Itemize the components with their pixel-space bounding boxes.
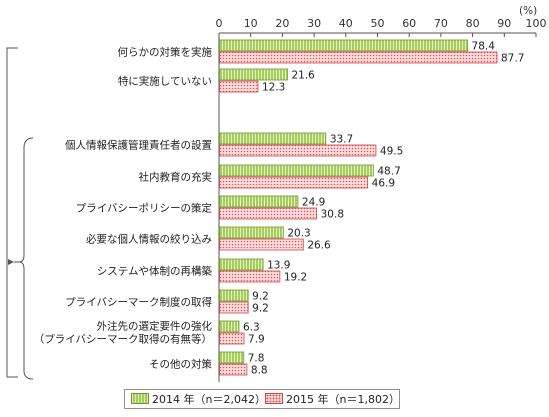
value-label: 6.3: [243, 322, 260, 334]
x-tick-label: 50: [371, 17, 385, 30]
category-label: プライバシーマーク制度の取得: [65, 296, 212, 309]
bar-2014: [219, 68, 288, 81]
x-tick-label: 90: [497, 17, 511, 30]
bar-2014: [219, 351, 245, 364]
value-label: 33.7: [330, 134, 353, 146]
value-label: 87.7: [501, 53, 524, 65]
bar-2014: [219, 195, 299, 208]
unit-label: (%): [519, 5, 537, 17]
value-label: 78.4: [472, 41, 496, 53]
value-label: 21.6: [291, 70, 315, 82]
bar-2015: [219, 332, 245, 345]
x-tick-label: 30: [307, 17, 321, 30]
category-label: 何らかの対策を実施: [118, 46, 213, 59]
value-label: 7.8: [248, 353, 265, 365]
bar-2014: [219, 226, 284, 239]
value-label: 24.9: [302, 197, 325, 209]
bar-2015: [219, 80, 259, 93]
bar-2015: [219, 51, 498, 64]
value-label: 26.6: [307, 240, 331, 252]
value-label: 9.2: [252, 291, 269, 303]
category-label: 必要な個人情報の絞り込み: [86, 233, 212, 246]
inner-brace: [18, 137, 34, 380]
legend-swatch-2015: [265, 393, 283, 404]
category-label: 特に実施していない: [118, 75, 212, 88]
bar-2014: [219, 258, 264, 271]
value-label: 46.9: [372, 178, 395, 190]
bar-2014: [219, 289, 249, 302]
category-label: 個人情報保護管理責任者の設置: [65, 139, 212, 152]
bar-2014: [219, 320, 240, 333]
bar-2014: [219, 132, 327, 145]
category-label: 外注先の選定要件の強化（プライバシーマーク取得の有無等）: [34, 320, 213, 346]
category-label-line: （プライバシーマーク取得の有無等）: [34, 333, 212, 346]
category-label: システムや体制の再構築: [97, 265, 213, 278]
category-label: 社内教育の充実: [139, 171, 213, 184]
outer-bracket: [6, 47, 18, 378]
bar-2015: [219, 270, 281, 283]
x-tick-label: 10: [244, 17, 258, 30]
bar-2015: [219, 176, 369, 189]
legend-label-2015: 2015 年（n＝1,802）: [286, 393, 400, 406]
category-label: その他の対策: [149, 358, 212, 371]
value-label: 30.8: [321, 209, 344, 221]
x-tick-label: 40: [339, 17, 353, 30]
value-label: 48.7: [377, 166, 400, 178]
value-label: 12.3: [262, 82, 285, 94]
category-label-line: 外注先の選定要件の強化: [97, 320, 213, 333]
value-label: 49.5: [380, 146, 403, 158]
value-label: 8.8: [251, 365, 268, 377]
legend: 2014 年（n＝2,042） 2015 年（n＝1,802）: [124, 389, 400, 409]
bar-2014: [219, 164, 374, 177]
value-label: 20.3: [287, 228, 310, 240]
value-label: 9.2: [252, 303, 269, 315]
value-label: 13.9: [267, 260, 290, 272]
bracket-arrow-icon: [8, 259, 14, 265]
x-tick-label: 0: [216, 17, 223, 30]
category-label: プライバシーポリシーの策定: [76, 202, 213, 215]
x-tick-label: 70: [434, 17, 448, 30]
bar-2015: [219, 144, 377, 157]
legend-item-2014: 2014 年（n＝2,042）: [131, 393, 266, 407]
x-tick-label: 60: [402, 17, 416, 30]
legend-item-2015: 2015 年（n＝1,802）: [265, 393, 400, 407]
legend-swatch-2014: [131, 393, 149, 404]
bar-2015: [219, 238, 304, 251]
x-tick-label: 20: [275, 17, 289, 30]
bar-2015: [219, 301, 249, 314]
bar-2015: [219, 363, 248, 376]
x-tick-label: 80: [466, 17, 480, 30]
bar-2014: [219, 39, 468, 52]
value-label: 19.2: [284, 272, 307, 284]
legend-label-2014: 2014 年（n＝2,042）: [152, 393, 266, 406]
value-label: 7.9: [248, 334, 265, 346]
x-tick-label: 100: [526, 17, 547, 30]
bar-2015: [219, 207, 318, 220]
